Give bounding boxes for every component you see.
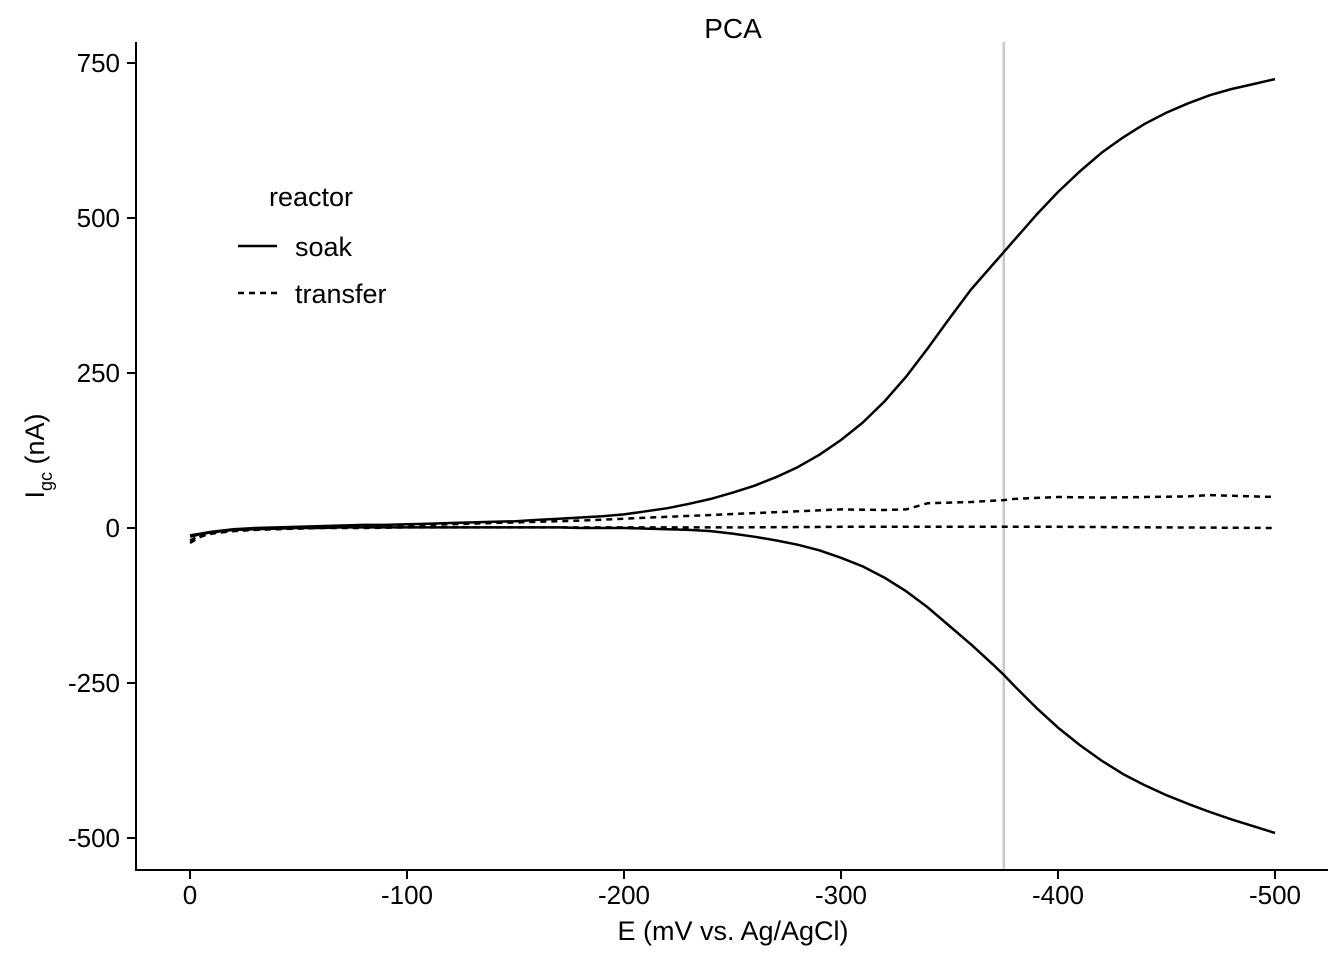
series-line-soak-1 — [189, 526, 1276, 835]
legend: reactor soak transfer — [238, 182, 387, 309]
chart-title: PCA — [704, 13, 762, 44]
y-axis-title-unit: (nA) — [20, 413, 50, 472]
y-axis-title: Igc (nA) — [20, 413, 56, 498]
y-tick-label: -250 — [68, 668, 120, 698]
legend-label-soak: soak — [295, 232, 353, 262]
x-tick-label: -300 — [815, 880, 867, 910]
x-axis-title: E (mV vs. Ag/AgCl) — [617, 916, 848, 946]
legend-title: reactor — [269, 182, 353, 212]
x-axis-ticks: 0 -100 -200 -300 -400 -500 — [183, 870, 1301, 910]
x-tick-label: -500 — [1249, 880, 1301, 910]
x-tick-label: -100 — [381, 880, 433, 910]
y-axis-title-sub: gc — [36, 472, 56, 491]
x-tick-label: 0 — [183, 880, 197, 910]
y-tick-label: 0 — [106, 513, 120, 543]
y-axis-title-main: I — [20, 491, 50, 499]
x-tick-label: -400 — [1032, 880, 1084, 910]
plot-area — [189, 42, 1276, 870]
y-axis-ticks: -500 -250 0 250 500 750 — [68, 48, 136, 853]
y-tick-label: 250 — [77, 358, 120, 388]
series-line-soak-0 — [189, 77, 1276, 537]
y-tick-label: 750 — [77, 48, 120, 78]
y-tick-label: -500 — [68, 823, 120, 853]
legend-label-transfer: transfer — [295, 279, 387, 309]
x-tick-label: -200 — [598, 880, 650, 910]
y-tick-label: 500 — [77, 203, 120, 233]
